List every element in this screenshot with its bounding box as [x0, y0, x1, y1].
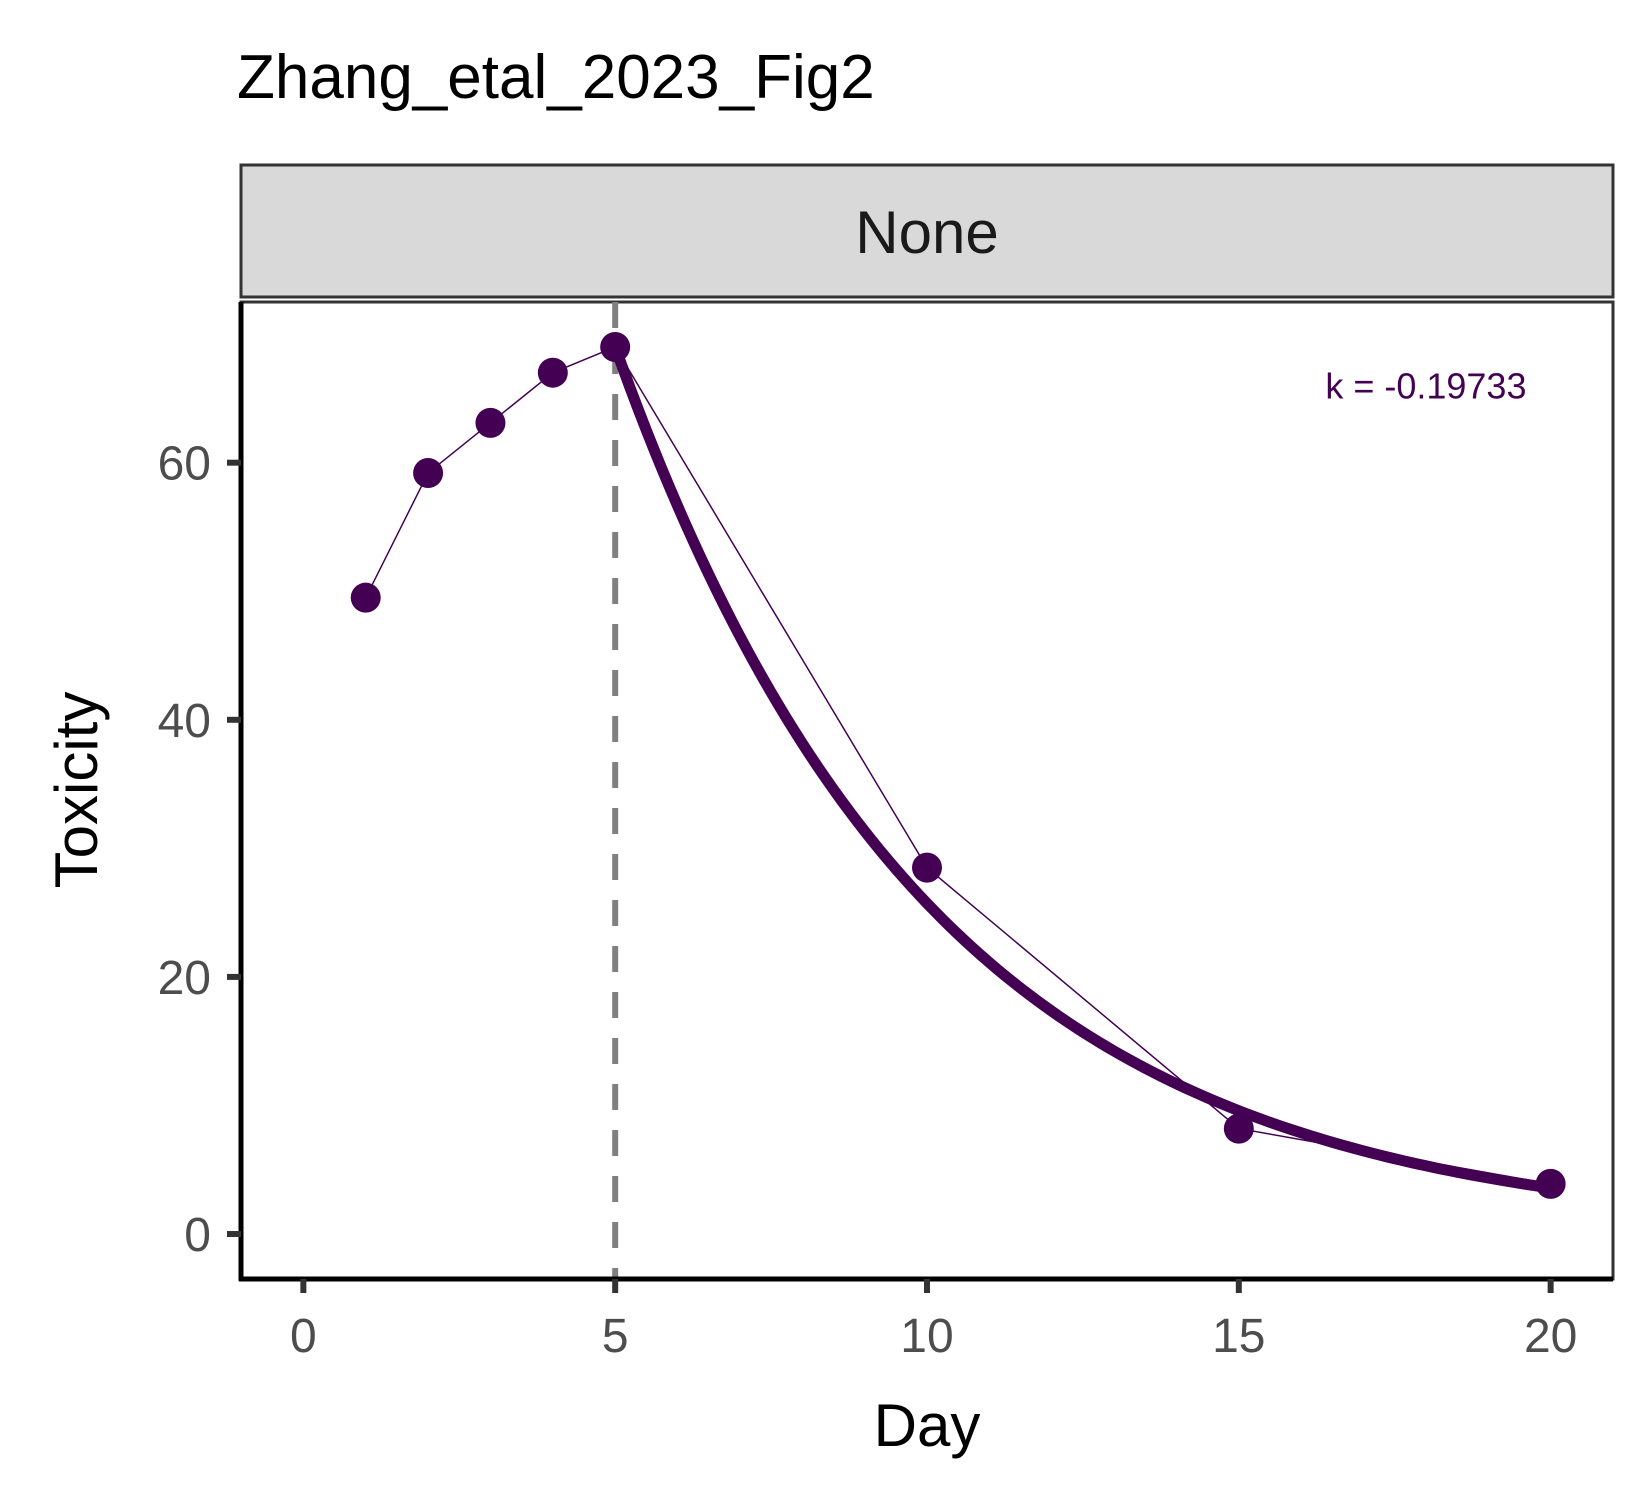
x-axis-title: Day: [874, 1392, 981, 1459]
data-point: [600, 331, 631, 362]
x-tick-label: 10: [900, 1310, 953, 1363]
y-axis-ticks: 0 20 40 60: [158, 438, 241, 1262]
y-tick-label: 40: [158, 695, 211, 748]
x-tick-label: 0: [290, 1310, 317, 1363]
exponential-fit-curve: [609, 341, 1557, 1194]
fit-layer: [609, 341, 1557, 1194]
data-point: [1535, 1168, 1566, 1199]
chart-title: Zhang_etal_2023_Fig2: [237, 43, 875, 112]
facet-strip-label: None: [855, 199, 998, 266]
data-point: [1223, 1113, 1254, 1144]
x-tick-label: 20: [1524, 1310, 1577, 1363]
data-point: [350, 582, 381, 613]
data-point: [413, 457, 444, 488]
point-layer: [350, 331, 1566, 1199]
x-tick-label: 15: [1212, 1310, 1265, 1363]
y-axis-title: Toxicity: [43, 692, 110, 889]
data-point: [912, 852, 942, 883]
data-point: [537, 357, 568, 388]
data-point: [475, 407, 506, 438]
y-tick-label: 60: [158, 438, 211, 491]
x-tick-label: 5: [602, 1310, 629, 1363]
y-tick-label: 0: [184, 1209, 211, 1262]
facet-strip: [239, 163, 1615, 299]
plot-panel: [239, 300, 1615, 1281]
k-annotation: k = -0.19733: [1325, 365, 1526, 406]
x-axis-ticks: 0 5 10 15 20: [290, 1279, 1577, 1363]
y-tick-label: 20: [158, 952, 211, 1005]
